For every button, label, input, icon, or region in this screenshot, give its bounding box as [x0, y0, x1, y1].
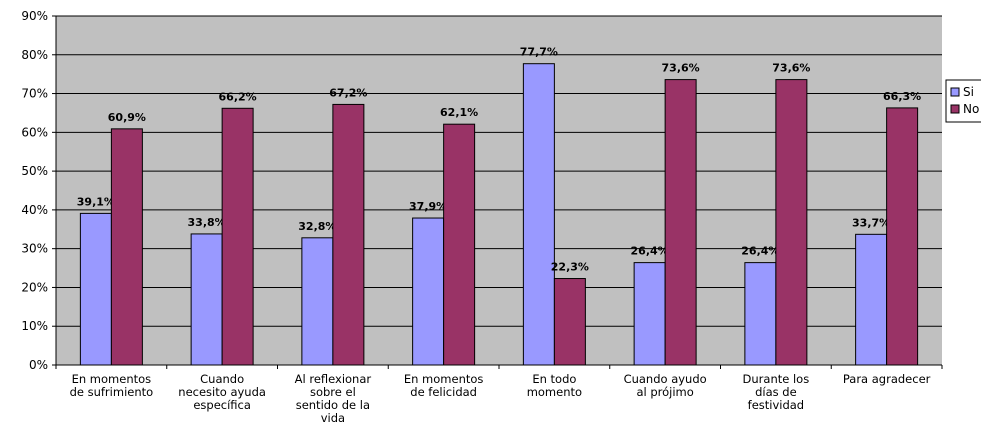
bar-si	[633, 262, 666, 366]
bar-si	[522, 63, 555, 366]
data-label: 73,6%	[662, 62, 700, 75]
data-label: 33,7%	[852, 216, 890, 229]
data-label: 33,8%	[188, 216, 226, 229]
bar-no	[443, 123, 476, 366]
bar-si	[855, 233, 888, 366]
bar-no	[886, 107, 919, 366]
legend-swatch-si	[950, 87, 960, 97]
bar-no	[553, 278, 586, 366]
legend-label-no: No	[963, 102, 979, 116]
bar-no	[110, 128, 143, 366]
x-category-label: En momentos de sufrimiento	[70, 372, 154, 399]
data-label: 60,9%	[108, 111, 146, 124]
bar-no	[775, 79, 808, 366]
data-label: 66,2%	[219, 90, 257, 103]
x-category-label: Cuando ayudo al prójimo	[624, 372, 707, 399]
data-label: 37,9%	[409, 200, 447, 213]
x-category-label: En todo momento	[527, 372, 582, 399]
y-tick-label: 20%	[21, 280, 48, 294]
x-category-label: Para agradecer	[843, 372, 931, 386]
data-label: 77,7%	[520, 46, 558, 59]
legend-box	[945, 79, 981, 123]
y-tick-label: 10%	[21, 319, 48, 333]
data-label: 39,1%	[77, 195, 115, 208]
legend-swatch-no	[950, 104, 960, 114]
data-label: 26,4%	[741, 245, 779, 258]
y-tick-label: 70%	[21, 87, 48, 101]
y-tick-label: 90%	[21, 9, 48, 23]
legend-label-si: Si	[963, 85, 974, 99]
y-tick-label: 30%	[21, 242, 48, 256]
bar-si	[412, 217, 445, 366]
bar-si	[744, 262, 777, 366]
data-label: 66,3%	[883, 90, 921, 103]
data-label: 67,2%	[329, 86, 367, 99]
x-category-label: Cuando necesito ayuda específica	[178, 372, 266, 412]
data-label: 73,6%	[772, 62, 810, 75]
y-tick-label: 50%	[21, 164, 48, 178]
data-label: 22,3%	[551, 261, 589, 274]
bar-no	[221, 107, 254, 366]
y-tick-label: 60%	[21, 125, 48, 139]
x-category-label: En momentos de felicidad	[404, 372, 484, 399]
y-tick-label: 40%	[21, 203, 48, 217]
y-tick-label: 0%	[29, 358, 48, 372]
x-category-label: Al reflexionar sobre el sentido de la vida	[295, 372, 372, 425]
y-tick-label: 80%	[21, 48, 48, 62]
data-label: 26,4%	[631, 245, 669, 258]
bar-si	[301, 237, 334, 366]
x-category-label: Durante los días de festividad	[743, 372, 810, 412]
bar-no	[664, 79, 697, 366]
bar-si	[190, 233, 223, 366]
bar-no	[332, 103, 365, 366]
bar-si	[79, 212, 112, 366]
data-label: 32,8%	[298, 220, 336, 233]
data-label: 62,1%	[440, 106, 478, 119]
